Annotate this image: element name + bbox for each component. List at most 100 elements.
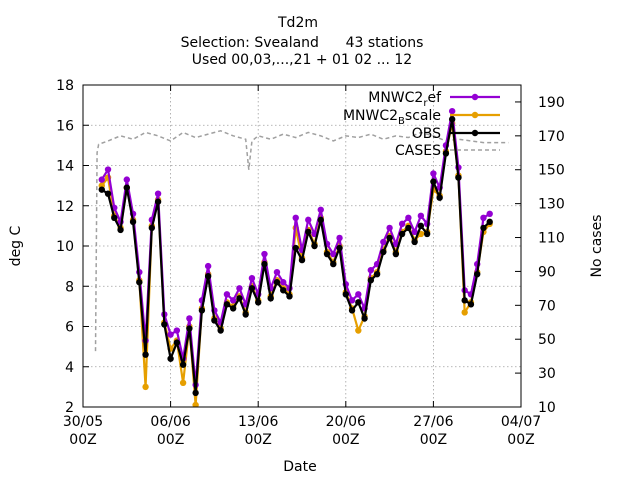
data-point-obs (179, 361, 187, 368)
data-point-obs (273, 279, 281, 286)
data-point-obs (386, 234, 393, 242)
data-point-mnwc2-ref (154, 190, 162, 197)
data-point-mnwc2-ref (367, 266, 375, 274)
data-point-mnwc2-ref (430, 170, 437, 177)
series-obs (98, 116, 493, 397)
data-point-mnwc2-bscale (142, 383, 149, 391)
data-point-obs (442, 150, 450, 157)
y2-tick-label: 110 (538, 231, 565, 247)
y2-tick-label: 190 (538, 95, 565, 111)
chart-subtitle-line-1: Selection: Svealand 43 stations (181, 35, 424, 51)
y-tick-label: 16 (56, 118, 74, 134)
data-point-mnwc2-ref (480, 214, 487, 222)
data-point-obs (98, 186, 105, 193)
legend-label-subscript: r (423, 98, 428, 109)
data-point-obs (330, 260, 337, 268)
chart-subtitle-line-2: Used 00,03,...,21 + 01 02 ... 12 (192, 52, 412, 68)
data-point-obs (305, 228, 312, 236)
legend-label-main: MNWC2 (368, 90, 423, 106)
y2-axis-label: No cases (589, 215, 605, 278)
data-point-obs (111, 214, 118, 222)
data-point-obs (255, 299, 262, 306)
data-point-obs (448, 116, 456, 123)
data-point-mnwc2-ref (223, 291, 231, 298)
data-point-mnwc2-ref (236, 285, 243, 292)
y2-tick-label: 150 (538, 163, 565, 179)
data-point-obs (129, 218, 137, 226)
data-point-obs (242, 311, 249, 318)
data-point-obs (286, 293, 293, 300)
x-tick-label: 04/07 (501, 414, 541, 430)
legend-label-tail: ef (427, 90, 442, 106)
data-point-mnwc2-ref (448, 107, 456, 115)
data-point-obs (480, 224, 487, 232)
data-point-obs (436, 194, 443, 201)
data-point-mnwc2-ref (330, 250, 337, 258)
y2-tick-label: 170 (538, 129, 565, 145)
x-tick-label-time: 00Z (507, 432, 534, 448)
x-axis-label: Date (283, 459, 316, 475)
data-point-obs (380, 248, 387, 256)
y2-tick-label: 50 (538, 332, 556, 348)
data-point-mnwc2-ref (348, 297, 356, 304)
data-point-obs (217, 327, 224, 334)
data-point-mnwc2-ref (486, 210, 493, 217)
legend-swatch-point (471, 129, 479, 137)
legend-label: MNWC2Bscale (343, 108, 441, 127)
data-point-obs (104, 190, 112, 197)
data-point-obs (261, 260, 268, 268)
data-point-obs (367, 277, 375, 284)
data-point-obs (154, 198, 162, 205)
data-point-obs (398, 230, 406, 238)
data-point-obs (348, 307, 356, 314)
data-point-mnwc2-ref (123, 176, 130, 183)
y-tick-label: 12 (56, 199, 74, 215)
y2-tick-label: 130 (538, 197, 565, 213)
data-point-obs (430, 178, 437, 185)
data-point-obs (267, 295, 274, 302)
data-point-mnwc2-ref (398, 220, 406, 228)
data-point-mnwc2-bscale (192, 401, 199, 407)
legend-label-tail: scale (405, 108, 441, 124)
legend-label-subscript: B (398, 116, 405, 127)
y-tick-label: 2 (65, 400, 74, 416)
data-point-obs (336, 244, 343, 252)
data-point-obs (417, 222, 425, 230)
y-axis-label: deg C (8, 225, 24, 266)
data-point-mnwc2-ref (317, 206, 324, 213)
y2-tick-label: 10 (538, 400, 556, 416)
legend-label-main: OBS (412, 126, 441, 142)
data-point-obs (192, 389, 199, 397)
data-point-mnwc2-ref (355, 291, 362, 298)
data-point-obs (161, 321, 168, 328)
legend-swatch-point (471, 111, 479, 119)
data-point-obs (204, 272, 212, 280)
y-tick-label: 10 (56, 239, 74, 255)
data-point-obs (198, 307, 206, 314)
y2-tick-label: 70 (538, 298, 556, 314)
data-point-obs (461, 297, 468, 304)
data-point-mnwc2-ref (386, 224, 393, 232)
data-point-obs (173, 339, 181, 346)
data-point-obs (474, 270, 481, 278)
data-point-mnwc2-ref (98, 176, 105, 183)
x-tick-label-time: 00Z (157, 432, 184, 448)
legend-label: OBS (412, 126, 441, 142)
data-point-obs (136, 279, 143, 286)
axis-ticks: 30/05 00Z 06/06 00Z 13/06 00Z 20/06 00Z 27/06 00Z… (56, 78, 565, 448)
data-point-obs (148, 224, 156, 232)
data-point-obs (142, 351, 149, 358)
data-point-obs (392, 250, 400, 258)
data-point-mnwc2-ref (417, 212, 425, 220)
data-point-obs (229, 305, 237, 312)
data-point-mnwc2-ref (248, 275, 256, 282)
x-tick-label: 27/06 (413, 414, 453, 430)
data-point-obs (123, 184, 130, 191)
data-point-mnwc2-ref (336, 234, 343, 242)
data-point-obs (167, 355, 174, 362)
data-point-mnwc2-ref (261, 250, 268, 258)
data-point-obs (248, 285, 256, 292)
y2-tick-label: 90 (538, 264, 556, 280)
legend-swatch-point (471, 93, 479, 101)
chart-title: Td2m (277, 15, 318, 31)
